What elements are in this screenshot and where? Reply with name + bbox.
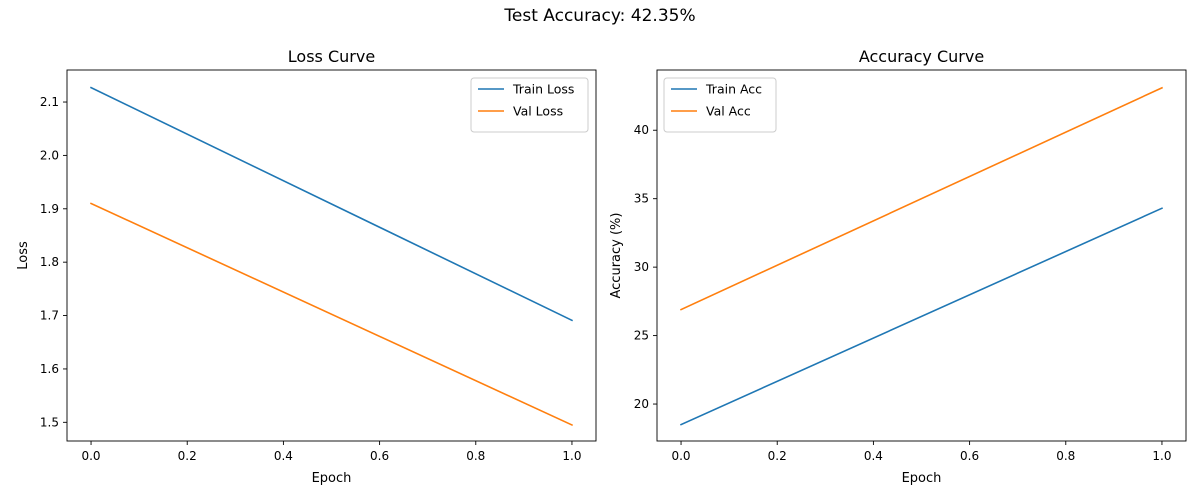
y-tick-label: 1.9 bbox=[40, 202, 59, 216]
y-tick-label: 1.8 bbox=[40, 255, 59, 269]
series-line-train-loss bbox=[89, 86, 574, 322]
chart-panel-1: Loss Curve 0.0 0.2 0.4 0.6 0.8 1.0 1.5 1.6 1.7 1.8… bbox=[16, 47, 597, 486]
series-line-val-acc bbox=[679, 86, 1164, 311]
legend-label: Train Loss bbox=[512, 82, 574, 97]
x-tick-label: 0.6 bbox=[370, 449, 389, 463]
y-tick-label: 1.7 bbox=[40, 309, 59, 323]
y-tick-label: 20 bbox=[634, 397, 649, 411]
x-tick-label: 0.8 bbox=[1056, 449, 1075, 463]
legend-label: Val Loss bbox=[513, 104, 563, 119]
legend: Train Acc Val Acc bbox=[663, 77, 777, 133]
y-tick-label: 2.0 bbox=[40, 148, 59, 162]
legend-label: Val Acc bbox=[706, 104, 751, 119]
y-tick-label: 1.6 bbox=[40, 362, 59, 376]
y-axis-label: Accuracy (%) bbox=[609, 213, 624, 299]
x-tick-label: 0.0 bbox=[81, 449, 100, 463]
x-tick-label: 0.2 bbox=[178, 449, 197, 463]
x-tick-label: 0.4 bbox=[274, 449, 293, 463]
x-tick-label: 0.6 bbox=[960, 449, 979, 463]
x-tick-label: 0.2 bbox=[768, 449, 787, 463]
legend-box bbox=[663, 77, 777, 133]
axes-frame bbox=[66, 69, 597, 442]
series-line-train-acc bbox=[679, 207, 1164, 426]
x-tick-label: 0.4 bbox=[864, 449, 883, 463]
legend-box bbox=[470, 77, 589, 133]
series-line-val-loss bbox=[89, 202, 574, 427]
y-tick-label: 35 bbox=[634, 192, 649, 206]
y-axis-label: Loss bbox=[16, 241, 31, 270]
x-tick-label: 0.8 bbox=[466, 449, 485, 463]
legend: Train Loss Val Loss bbox=[470, 77, 589, 133]
chart-title: Accuracy Curve bbox=[859, 47, 984, 66]
y-tick-label: 40 bbox=[634, 123, 649, 137]
y-tick-label: 1.5 bbox=[40, 415, 59, 429]
chart-panel-2: Accuracy Curve 0.0 0.2 0.4 0.6 0.8 1.0 20 25 30 35… bbox=[609, 47, 1187, 486]
legend-label: Train Acc bbox=[705, 82, 762, 97]
x-axis-label: Epoch bbox=[902, 471, 942, 486]
y-tick-label: 25 bbox=[634, 329, 649, 343]
figure-title: Test Accuracy: 42.35% bbox=[504, 6, 696, 26]
x-tick-label: 1.0 bbox=[1152, 449, 1171, 463]
y-tick-label: 2.1 bbox=[40, 95, 59, 109]
axes-frame bbox=[656, 69, 1187, 442]
x-tick-label: 1.0 bbox=[562, 449, 581, 463]
x-tick-label: 0.0 bbox=[671, 449, 690, 463]
x-axis-label: Epoch bbox=[312, 471, 352, 486]
chart-title: Loss Curve bbox=[288, 47, 375, 66]
y-tick-label: 30 bbox=[634, 260, 649, 274]
